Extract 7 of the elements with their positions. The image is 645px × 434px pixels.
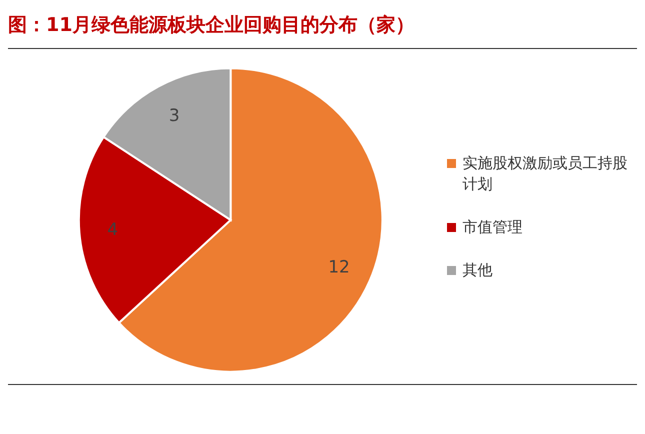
legend-label: 其他	[462, 260, 492, 280]
legend-label: 市值管理	[462, 216, 522, 238]
data-label: 12	[328, 257, 350, 278]
data-label: 3	[168, 105, 180, 126]
chart-title: 图：11月绿色能源板块企业回购目的分布（家）	[8, 8, 637, 49]
data-label: 4	[107, 219, 118, 240]
legend-label: 实施股权激励或员工持股计划	[462, 152, 628, 194]
